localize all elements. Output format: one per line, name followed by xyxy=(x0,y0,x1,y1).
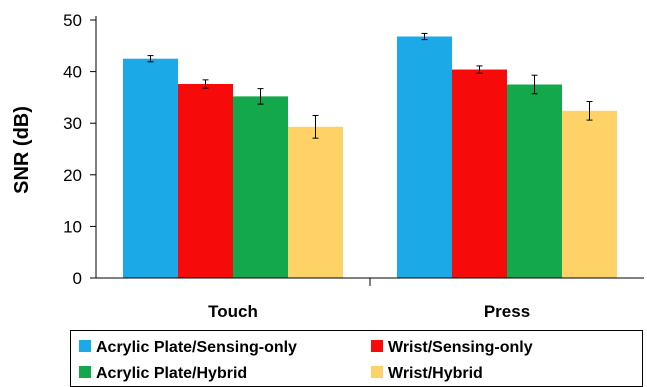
bar-press-series-4 xyxy=(562,110,617,278)
legend-label-series-3: Acrylic Plate/Hybrid xyxy=(96,365,247,382)
bar-press-series-3 xyxy=(507,84,562,278)
y-axis-title: SNR (dB) xyxy=(11,106,33,194)
legend-box xyxy=(70,330,643,387)
bar-press-series-2 xyxy=(452,69,507,278)
legend-swatch-series-3 xyxy=(79,366,91,378)
axes xyxy=(95,16,644,286)
category-label-touch: Touch xyxy=(208,302,258,321)
y-axis-ticks: 0 10 20 30 40 50 xyxy=(63,11,96,288)
bars xyxy=(123,36,617,279)
y-tick-label: 10 xyxy=(63,217,82,236)
legend-label-series-1: Acrylic Plate/Sensing-only xyxy=(96,339,297,356)
y-tick-label: 0 xyxy=(73,269,82,288)
category-label-press: Press xyxy=(484,302,530,321)
y-tick-label: 20 xyxy=(63,166,82,185)
legend-label-series-2: Wrist/Sensing-only xyxy=(388,339,533,356)
y-tick-label: 40 xyxy=(63,63,82,82)
legend-swatch-series-2 xyxy=(371,340,383,352)
bar-touch-series-4 xyxy=(288,126,343,278)
y-axis-title-group: SNR (dB) xyxy=(11,106,33,194)
legend-swatch-series-4 xyxy=(371,366,383,378)
y-tick-label: 50 xyxy=(63,11,82,30)
bar-touch-series-1 xyxy=(123,58,178,279)
legend-swatch-series-1 xyxy=(79,340,91,352)
error-bars xyxy=(147,32,593,139)
bar-press-series-1 xyxy=(397,36,452,279)
bar-touch-series-2 xyxy=(178,83,233,278)
legend-label-series-4: Wrist/Hybrid xyxy=(388,365,483,382)
legend: Acrylic Plate/Sensing-only Wrist/Sensing-… xyxy=(70,330,643,387)
bar-touch-series-3 xyxy=(233,96,288,278)
y-tick-label: 30 xyxy=(63,114,82,133)
category-labels: Touch Press xyxy=(208,302,530,321)
